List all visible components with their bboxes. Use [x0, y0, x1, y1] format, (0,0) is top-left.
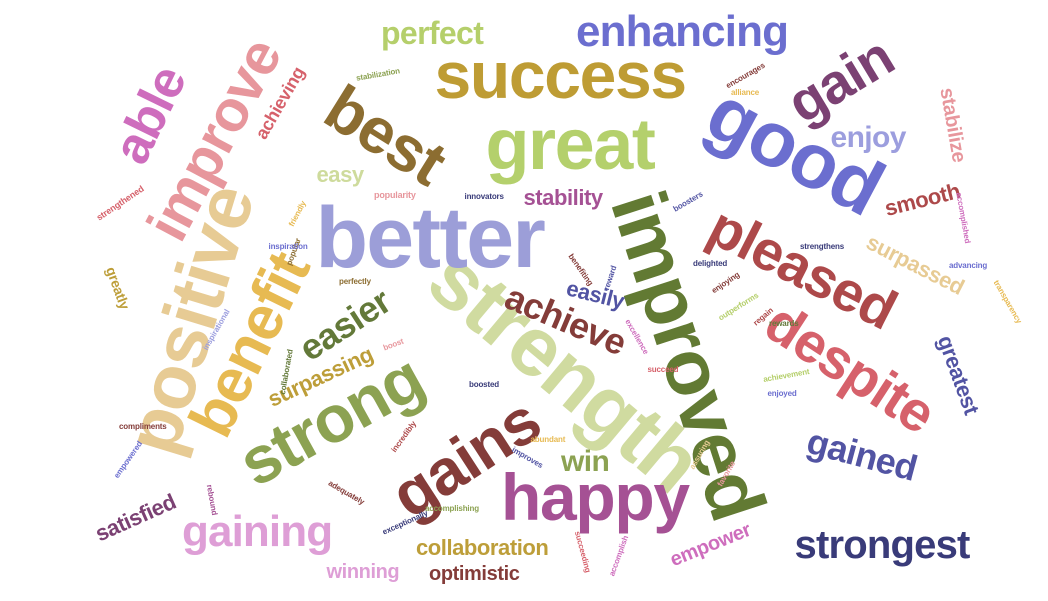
word-friendly: friendly — [286, 199, 308, 229]
word-succeed: succeed — [647, 365, 679, 374]
word-transparency: transparency — [991, 278, 1024, 325]
word-perfect: perfect — [381, 15, 484, 51]
word-success: success — [434, 38, 688, 112]
word-accomplishing: accomplishing — [425, 504, 479, 513]
word-great: great — [485, 105, 656, 185]
word-delighted: delighted — [693, 259, 728, 268]
word-rewards: rewards — [769, 319, 799, 328]
word-abundant: abundant — [530, 435, 566, 444]
word-happy: happy — [501, 460, 690, 534]
word-adequately: adequately — [326, 478, 367, 507]
word-alliance: alliance — [731, 88, 760, 97]
word-inspiration: inspiration — [268, 242, 308, 251]
word-enjoyed: enjoyed — [767, 389, 797, 398]
word-better: better — [315, 190, 546, 286]
word-innovators: innovators — [464, 192, 504, 201]
word-enhancing: enhancing — [576, 7, 789, 56]
word-gaining: gaining — [182, 507, 333, 556]
word-collaboration: collaboration — [416, 535, 549, 560]
word-strengthens: strengthens — [800, 242, 845, 251]
word-greatly: greatly — [102, 264, 134, 312]
word-empowered: empowered — [111, 439, 144, 480]
word-advancing: advancing — [949, 261, 988, 270]
word-optimistic: optimistic — [429, 563, 520, 585]
word-compliments: compliments — [119, 422, 167, 431]
word-easy: easy — [316, 162, 365, 187]
word-succeeding: succeeding — [572, 530, 593, 574]
word-stabilize: stabilize — [934, 85, 970, 165]
word-accomplished: accomplished — [953, 191, 972, 245]
word-achievement: achievement — [761, 367, 810, 384]
word-win: win — [561, 445, 610, 478]
word-greatest: greatest — [932, 331, 985, 418]
word-accomplish: accomplish — [607, 534, 631, 578]
word-satisfied: satisfied — [90, 488, 180, 547]
word-boosted: boosted — [469, 380, 499, 389]
word-enjoying: enjoying — [709, 270, 742, 296]
word-winning: winning — [326, 561, 400, 583]
word-enjoy: enjoy — [830, 121, 907, 154]
word-popularity: popularity — [374, 189, 416, 200]
word-stabilization: stabilization — [355, 66, 401, 83]
word-smooth: smooth — [881, 178, 963, 221]
word-stability: stability — [523, 185, 604, 210]
word-strongest: strongest — [794, 523, 971, 567]
word-perfectly: perfectly — [339, 277, 371, 286]
